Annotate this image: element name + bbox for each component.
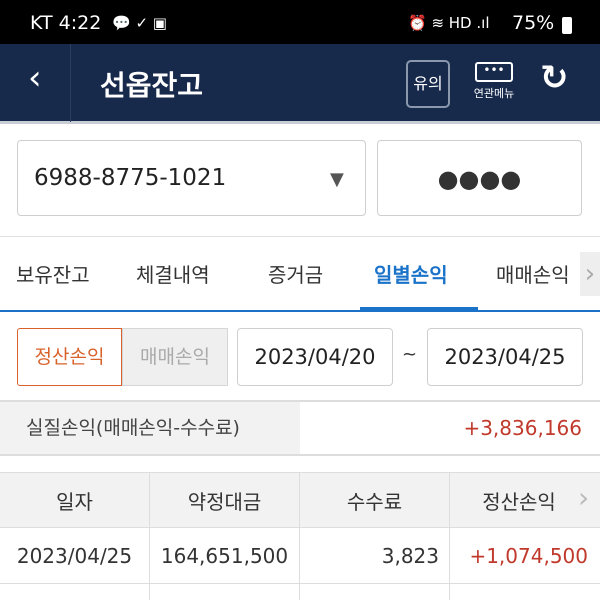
column-header-contract-amount: 약정대금 (150, 473, 300, 527)
column-header-date: 일자 (0, 473, 150, 527)
chevron-down-icon: ▼ (330, 169, 344, 190)
notification-icons: 💬 ✓ ▣ (112, 14, 167, 32)
more-icon: ••• (475, 62, 513, 82)
password-field[interactable]: ●●●● (377, 140, 582, 216)
tab-daily-pnl[interactable]: 일별손익 (374, 263, 448, 287)
page-title: 선옵잔고 (100, 69, 204, 102)
start-date: 2023/04/20 (254, 345, 376, 369)
divider (70, 44, 71, 122)
system-icons: ⏰ ≋ HD .ıl (408, 14, 490, 32)
cell-settlement-pnl: +1,074,500 (469, 543, 588, 568)
battery-icon (562, 17, 572, 34)
settlement-pnl-toggle[interactable]: 정산손익 (17, 328, 122, 386)
summary-value: +3,836,166 (463, 416, 582, 440)
tab-underline (0, 310, 600, 312)
column-header-settlement-pnl: 정산손익 (482, 489, 556, 514)
tab-trading-pnl[interactable]: 매매손익 (496, 263, 570, 287)
table-row[interactable] (0, 584, 600, 600)
account-number: 6988-8775-1021 (34, 165, 227, 191)
related-menu-button[interactable]: ••• 연관메뉴 (470, 62, 518, 101)
end-date-input[interactable]: 2023/04/25 (427, 328, 583, 386)
tab-holdings[interactable]: 보유잔고 (16, 263, 90, 287)
refresh-icon[interactable]: ↻ (540, 58, 569, 98)
notice-label: 유의 (413, 74, 443, 93)
active-tab-indicator (360, 307, 478, 311)
tabs-scroll-right-icon[interactable]: › (580, 252, 600, 296)
app-header: ‹ 선옵잔고 유의 ••• 연관메뉴 ↻ (0, 44, 600, 124)
tab-margin[interactable]: 증거금 (268, 263, 324, 287)
trading-pnl-toggle[interactable]: 매매손익 (122, 328, 228, 386)
notice-button[interactable]: 유의 (406, 60, 450, 108)
toggle-label: 매매손익 (140, 346, 210, 368)
date-separator: ~ (402, 344, 418, 365)
related-menu-label: 연관메뉴 (473, 87, 515, 100)
back-button[interactable]: ‹ (28, 58, 42, 98)
cell-fee: 3,823 (300, 528, 450, 583)
tab-executions[interactable]: 체결내역 (136, 263, 210, 287)
table-header: 일자 약정대금 수수료 정산손익 › (0, 472, 600, 528)
divider (0, 236, 600, 237)
cell-date: 2023/04/25 (0, 528, 150, 583)
column-header-fee: 수수료 (300, 473, 450, 527)
start-date-input[interactable]: 2023/04/20 (237, 328, 393, 386)
table-row[interactable]: 2023/04/25 164,651,500 3,823 +1,074,500 (0, 528, 600, 584)
status-bar: KT 4:22 💬 ✓ ▣ ⏰ ≋ HD .ıl 75% (0, 0, 600, 44)
summary-row: 실질손익(매매손익-수수료) +3,836,166 (0, 400, 600, 456)
table-scroll-right-icon[interactable]: › (578, 481, 590, 514)
battery-level: 75% (512, 12, 555, 34)
cell-contract-amount: 164,651,500 (150, 528, 300, 583)
end-date: 2023/04/25 (444, 345, 566, 369)
carrier-time: KT 4:22 (30, 12, 102, 34)
toggle-label: 정산손익 (34, 346, 105, 368)
password-mask: ●●●● (437, 165, 522, 193)
account-select[interactable]: 6988-8775-1021 ▼ (17, 140, 366, 216)
summary-label: 실질손익(매매손익-수수료) (0, 402, 300, 454)
